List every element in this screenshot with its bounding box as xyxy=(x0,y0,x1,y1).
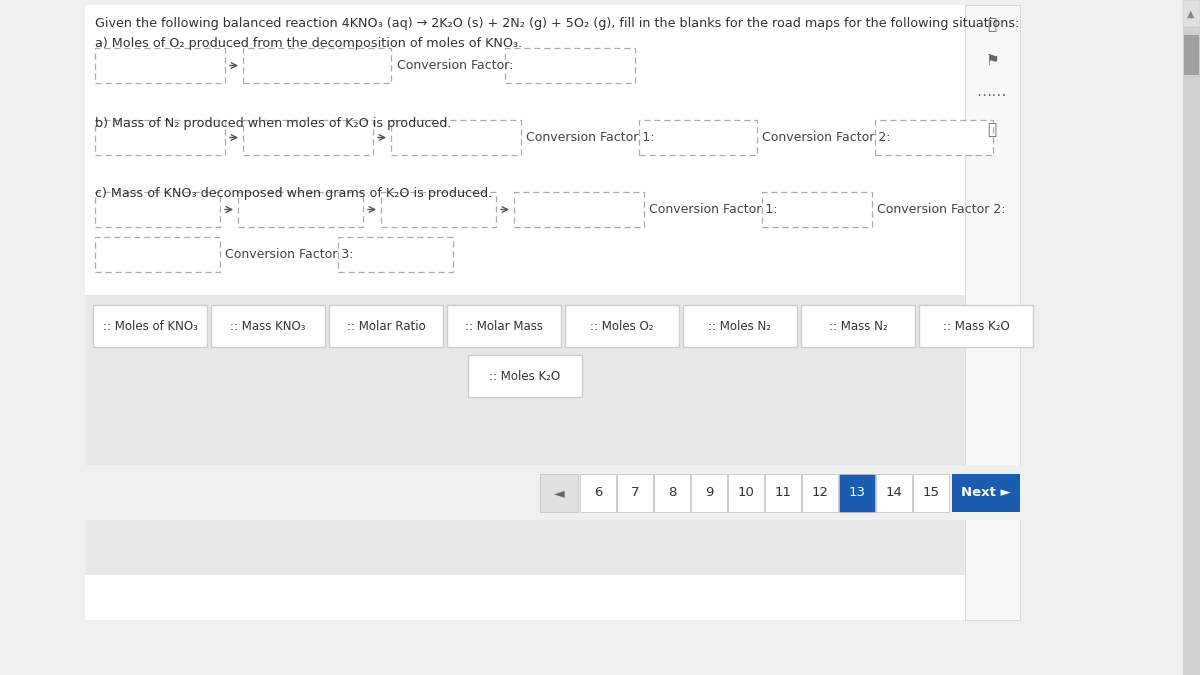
Text: Conversion Factor 2:: Conversion Factor 2: xyxy=(877,203,1006,216)
Polygon shape xyxy=(875,120,994,155)
Polygon shape xyxy=(762,192,872,227)
Polygon shape xyxy=(505,48,635,83)
Text: :: Moles of KNO₃: :: Moles of KNO₃ xyxy=(102,319,198,333)
Text: Conversion Factor 2:: Conversion Factor 2: xyxy=(762,131,890,144)
Bar xyxy=(839,474,875,512)
Bar xyxy=(1183,0,1200,675)
Text: 8: 8 xyxy=(668,487,676,499)
Bar xyxy=(617,474,653,512)
Text: :: Molar Mass: :: Molar Mass xyxy=(466,319,542,333)
Bar xyxy=(965,5,1020,620)
Text: Conversion Factor:: Conversion Factor: xyxy=(397,59,514,72)
Polygon shape xyxy=(95,120,226,155)
Bar xyxy=(728,474,764,512)
FancyBboxPatch shape xyxy=(211,305,325,347)
Text: :: Moles K₂O: :: Moles K₂O xyxy=(490,369,560,383)
Text: :: Molar Ratio: :: Molar Ratio xyxy=(347,319,425,333)
Text: ⤢: ⤢ xyxy=(988,122,996,138)
Text: ▲: ▲ xyxy=(1187,9,1195,19)
Text: Next ►: Next ► xyxy=(961,487,1010,499)
Polygon shape xyxy=(382,192,496,227)
Text: :: Moles O₂: :: Moles O₂ xyxy=(590,319,654,333)
Polygon shape xyxy=(238,192,364,227)
Bar xyxy=(540,474,578,512)
Text: ⋯⋯: ⋯⋯ xyxy=(977,88,1007,103)
Text: 10: 10 xyxy=(738,487,755,499)
FancyBboxPatch shape xyxy=(683,305,797,347)
Polygon shape xyxy=(95,48,226,83)
Text: b) Mass of N₂ produced when moles of K₂O is produced.: b) Mass of N₂ produced when moles of K₂O… xyxy=(95,117,451,130)
Bar xyxy=(766,474,802,512)
FancyBboxPatch shape xyxy=(802,305,916,347)
Text: ⚑: ⚑ xyxy=(985,53,998,68)
Text: :: Mass KNO₃: :: Mass KNO₃ xyxy=(230,319,306,333)
Text: c) Mass of KNO₃ decomposed when grams of K₂O is produced.: c) Mass of KNO₃ decomposed when grams of… xyxy=(95,187,492,200)
Polygon shape xyxy=(95,237,220,272)
Text: 14: 14 xyxy=(886,487,902,499)
FancyBboxPatch shape xyxy=(919,305,1033,347)
Bar xyxy=(85,5,965,620)
Text: :: Mass K₂O: :: Mass K₂O xyxy=(943,319,1009,333)
Bar xyxy=(580,474,616,512)
Polygon shape xyxy=(338,237,454,272)
Bar xyxy=(952,474,1020,512)
FancyBboxPatch shape xyxy=(446,305,562,347)
Polygon shape xyxy=(242,120,373,155)
FancyBboxPatch shape xyxy=(468,355,582,397)
Text: Given the following balanced reaction 4KNO₃ (aq) → 2K₂O (s) + 2N₂ (g) + 5O₂ (g),: Given the following balanced reaction 4K… xyxy=(95,17,1020,30)
Polygon shape xyxy=(391,120,521,155)
Bar xyxy=(1184,35,1199,75)
Text: 13: 13 xyxy=(848,487,865,499)
Text: Conversion Factor 1:: Conversion Factor 1: xyxy=(649,203,778,216)
Text: 7: 7 xyxy=(631,487,640,499)
Text: :: Mass N₂: :: Mass N₂ xyxy=(829,319,887,333)
Text: Conversion Factor 3:: Conversion Factor 3: xyxy=(226,248,354,261)
Polygon shape xyxy=(242,48,391,83)
FancyBboxPatch shape xyxy=(329,305,443,347)
Text: 15: 15 xyxy=(923,487,940,499)
Polygon shape xyxy=(514,192,644,227)
Polygon shape xyxy=(95,192,220,227)
Bar xyxy=(0,465,1200,520)
Bar xyxy=(913,474,949,512)
Text: 9: 9 xyxy=(704,487,713,499)
FancyBboxPatch shape xyxy=(565,305,679,347)
Text: ◄: ◄ xyxy=(553,486,564,500)
Bar xyxy=(691,474,727,512)
Bar xyxy=(1183,0,1200,27)
Text: 11: 11 xyxy=(774,487,792,499)
FancyBboxPatch shape xyxy=(94,305,208,347)
Text: :: Moles N₂: :: Moles N₂ xyxy=(708,319,772,333)
Text: a) Moles of O₂ produced from the decomposition of moles of KNO₃.: a) Moles of O₂ produced from the decompo… xyxy=(95,37,522,50)
Text: 12: 12 xyxy=(811,487,828,499)
Text: 6: 6 xyxy=(594,487,602,499)
Text: Conversion Factor 1:: Conversion Factor 1: xyxy=(526,131,654,144)
Polygon shape xyxy=(640,120,757,155)
Bar xyxy=(876,474,912,512)
Text: ⓘ: ⓘ xyxy=(988,18,996,32)
Bar xyxy=(802,474,838,512)
Bar xyxy=(654,474,690,512)
Bar xyxy=(85,295,965,575)
